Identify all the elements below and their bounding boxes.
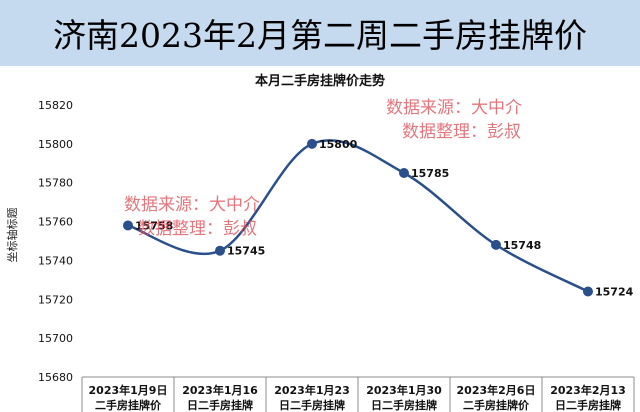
y-tick-label: 15700 [38,332,73,345]
y-tick-label: 15760 [38,216,73,229]
watermark-editor: 数据整理：彭叔 [402,122,521,142]
data-point [491,239,501,250]
data-point [123,220,133,231]
x-category-label: 2023年1月30 日二手房挂牌 [366,383,442,412]
y-tick-label: 15680 [38,371,73,384]
y-tick-label: 15820 [38,99,73,112]
x-category-label: 2023年2月13 日二手房挂牌 [550,383,626,412]
watermark-editor: 数据整理：彭叔 [138,219,257,239]
chart-title: 本月二手房挂牌价走势 [254,74,385,89]
title-banner: 济南2023年2月第二周二手房挂牌价 [0,0,640,66]
series-line [127,139,589,293]
watermark-source: 数据来源：大中介 [124,195,260,215]
y-tick-label: 15800 [38,138,73,151]
data-label: 15748 [503,239,541,252]
y-tick-label: 15720 [38,293,73,306]
x-category-label: 2023年1月16 日二手房挂牌 [182,383,258,412]
data-label: 15758 [135,219,173,232]
data-point [215,245,225,256]
watermark-left: 数据来源：大中介 数据整理：彭叔 [124,193,260,241]
y-tick-label: 15740 [38,254,73,267]
data-label: 15800 [319,138,358,151]
x-category-label: 2023年1月9日二手房挂牌价 [89,383,168,412]
data-point [307,138,317,149]
x-category-label: 2023年1月23 日二手房挂牌 [274,383,350,412]
data-point [399,168,409,178]
y-tick-label: 15780 [38,177,73,190]
data-label: 15785 [411,167,449,180]
banner-title: 济南2023年2月第二周二手房挂牌价 [53,16,587,55]
data-point [583,286,593,297]
x-category-label: 2023年2月6日二手房挂牌价 [457,383,536,412]
data-label: 15724 [595,286,634,299]
watermark-source: 数据来源：大中介 [386,98,522,118]
data-label: 15745 [227,245,265,258]
watermark-top-right: 数据来源：大中介 数据整理：彭叔 [386,96,522,144]
